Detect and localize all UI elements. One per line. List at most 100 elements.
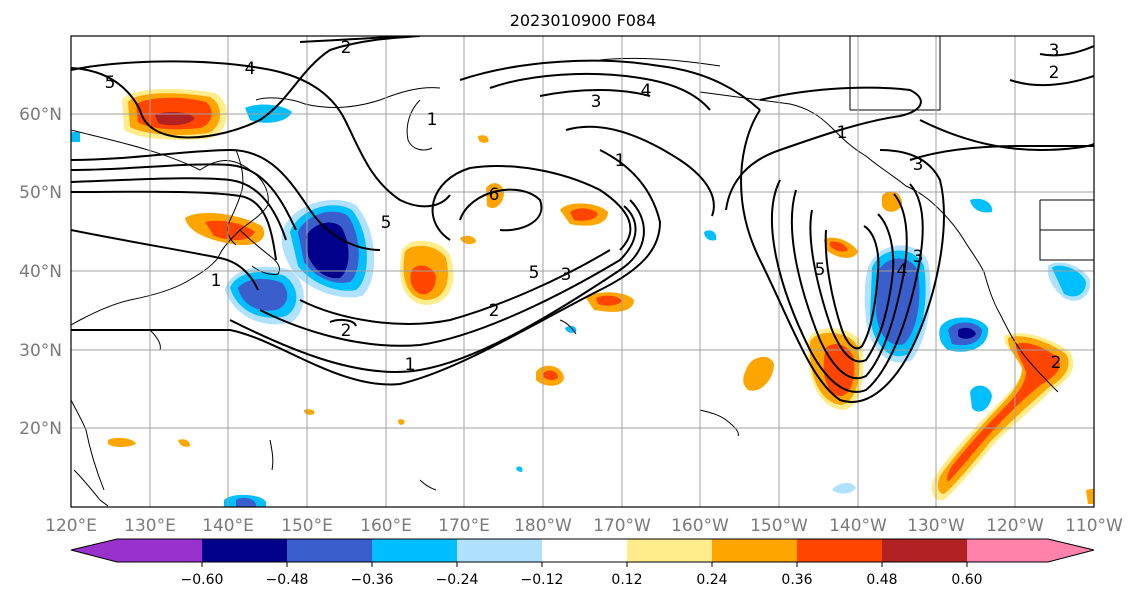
lon-label: 120°E xyxy=(45,516,97,536)
colorbar-segment xyxy=(797,539,882,562)
colorbar-tick-label: 0.12 xyxy=(611,572,642,588)
lat-label: 20°N xyxy=(19,419,62,439)
contour-label: 1 xyxy=(405,355,416,375)
colorbar-segment xyxy=(627,539,712,562)
contour-label: 2 xyxy=(341,38,352,58)
contour-label: 3 xyxy=(1049,41,1060,61)
contour-label: 2 xyxy=(1049,63,1060,83)
lat-label: 60°N xyxy=(19,105,62,125)
contour-label: 3 xyxy=(913,155,924,175)
lon-label: 120°W xyxy=(986,516,1044,536)
colorbar-extend-high xyxy=(1048,539,1094,562)
lat-label: 30°N xyxy=(19,341,62,361)
lat-label: 40°N xyxy=(19,262,62,282)
colorbar-segment xyxy=(117,539,202,562)
anomaly-negative xyxy=(939,317,989,352)
lon-label: 140°W xyxy=(829,516,887,536)
anomaly-negative xyxy=(1047,262,1091,301)
colorbar-tick-label: 0.60 xyxy=(951,572,982,588)
lon-label: 130°E xyxy=(124,516,176,536)
contour-lines xyxy=(71,36,1094,403)
colorbar-tick-label: −0.60 xyxy=(181,572,224,588)
lon-label: 160°E xyxy=(360,516,412,536)
contour-label: 4 xyxy=(641,81,652,101)
anomaly-positive xyxy=(398,419,405,425)
anomaly-negative xyxy=(516,466,523,472)
contour-label: 4 xyxy=(245,59,256,79)
contour-label: 1 xyxy=(837,123,848,143)
lon-label: 170°E xyxy=(438,516,490,536)
contour-label: 2 xyxy=(489,301,500,321)
map-panel: 5 4 2 3 4 3 2 1 1 1 5 6 5 3 2 2 1 1 5 4 xyxy=(70,35,1095,508)
contour-label: 5 xyxy=(381,213,392,233)
contour-label: 5 xyxy=(815,260,826,280)
colorbar-segment xyxy=(202,539,287,562)
colorbar-tick-label: 0.36 xyxy=(781,572,812,588)
contour-label: 4 xyxy=(897,261,908,281)
gridlines xyxy=(71,36,1094,507)
colorbar-segment xyxy=(882,539,967,562)
lon-label: 180°W xyxy=(514,516,572,536)
colorbar: −0.60 −0.48 −0.36 −0.24 −0.12 0.12 0.24 … xyxy=(70,538,1095,588)
anomaly-negative xyxy=(832,482,856,494)
latitude-labels: 60°N 50°N 40°N 30°N 20°N xyxy=(19,105,62,439)
colorbar-tick-label: 0.24 xyxy=(696,572,727,588)
colorbar-segment xyxy=(287,539,372,562)
anomaly-negative xyxy=(236,497,256,507)
anomaly-negative xyxy=(970,198,993,213)
colorbar-tick-label: 0.48 xyxy=(866,572,897,588)
contour-label: 3 xyxy=(591,92,602,112)
colorbar-segment xyxy=(542,539,627,562)
coastlines xyxy=(71,36,1094,507)
colorbar-tick-label: −0.24 xyxy=(436,572,479,588)
anomaly-positive xyxy=(178,439,190,447)
lon-label: 170°W xyxy=(593,516,651,536)
lon-label: 130°W xyxy=(907,516,965,536)
colorbar-segment xyxy=(457,539,542,562)
colorbar-tick-label: −0.12 xyxy=(521,572,564,588)
anomaly-negative xyxy=(281,199,375,298)
colorbar-outline xyxy=(70,538,1095,563)
colorbar-extend-low xyxy=(71,539,117,562)
anomaly-positive xyxy=(1086,488,1094,504)
map-frame xyxy=(70,35,1095,508)
anomaly-positive xyxy=(486,183,504,209)
anomaly-positive xyxy=(931,333,1074,501)
contour-label: 1 xyxy=(427,110,438,130)
contour-label: 2 xyxy=(1051,353,1062,373)
contour-label: 3 xyxy=(913,247,924,267)
anomaly-positive xyxy=(108,437,136,447)
colorbar-segment xyxy=(372,539,457,562)
contour-label: 3 xyxy=(561,265,572,285)
contour-label: 1 xyxy=(615,151,626,171)
anomaly-positive xyxy=(478,135,489,143)
anomaly-positive xyxy=(400,240,454,305)
anomaly-positive xyxy=(743,356,774,391)
lon-label: 140°E xyxy=(202,516,254,536)
anomaly-positive xyxy=(560,203,608,226)
lon-label: 110°W xyxy=(1065,516,1123,536)
anomaly-negative xyxy=(225,266,304,325)
anomaly-negative xyxy=(71,132,80,142)
lon-label: 150°W xyxy=(750,516,808,536)
contour-label: 5 xyxy=(105,73,116,93)
colorbar-segment xyxy=(967,539,1048,562)
contour-label: 5 xyxy=(529,263,540,283)
colorbar-tick-label: −0.36 xyxy=(351,572,394,588)
chart-title: 2023010900 F084 xyxy=(510,11,657,30)
anomaly-negative xyxy=(970,385,992,412)
anomaly-negative xyxy=(704,230,717,241)
colorbar-ticks xyxy=(201,562,968,567)
shaded-anomalies xyxy=(71,88,1094,507)
anomaly-positive xyxy=(185,212,265,246)
anomaly-positive xyxy=(824,237,858,258)
contour-labels: 5 4 2 3 4 3 2 1 1 1 5 6 5 3 2 2 1 1 5 4 xyxy=(105,38,1062,375)
contour-label: 1 xyxy=(211,271,222,291)
contour-label: 2 xyxy=(341,321,352,341)
lon-label: 150°E xyxy=(281,516,333,536)
colorbar-segment xyxy=(712,539,797,562)
contour-label: 6 xyxy=(489,185,500,205)
lon-label: 160°W xyxy=(671,516,729,536)
longitude-labels: 120°E 130°E 140°E 150°E 160°E 170°E 180°… xyxy=(45,516,1123,536)
